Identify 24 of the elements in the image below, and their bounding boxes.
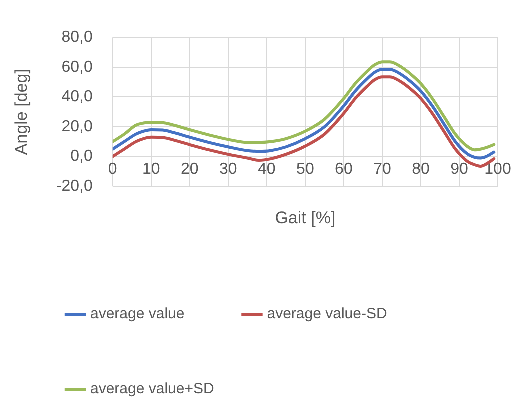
y-tick-label: -20,0: [56, 178, 93, 196]
line-series: [112, 60, 496, 152]
legend-label: average value: [90, 306, 185, 323]
legend-label: average value+SD: [90, 380, 214, 398]
x-axis-title: Gait [%]: [275, 208, 336, 228]
y-axis-title: Angle [deg]: [12, 69, 31, 156]
x-tick-label: 20: [180, 160, 199, 178]
x-tick-label: 70: [374, 160, 392, 178]
x-tick-label: 50: [296, 160, 314, 178]
y-tick-label: 80,0: [62, 29, 93, 46]
x-tick-label: 0: [108, 160, 118, 178]
x-tick-label: 60: [335, 160, 353, 178]
x-tick-label: 10: [142, 160, 160, 178]
x-tick-label: 80: [412, 160, 430, 178]
x-tick-label: 90: [450, 160, 468, 178]
y-tick-label: 20,0: [62, 118, 93, 136]
y-tick-label: 0,0: [70, 148, 93, 166]
x-tick-label: 100: [484, 160, 512, 178]
x-tick-label: 40: [258, 160, 276, 178]
legend-label: average value-SD: [267, 306, 388, 323]
y-tick-label: 40,0: [62, 88, 93, 106]
line-series: [112, 68, 496, 160]
y-tick-label: 60,0: [62, 58, 93, 76]
x-tick-label: 30: [220, 160, 238, 178]
